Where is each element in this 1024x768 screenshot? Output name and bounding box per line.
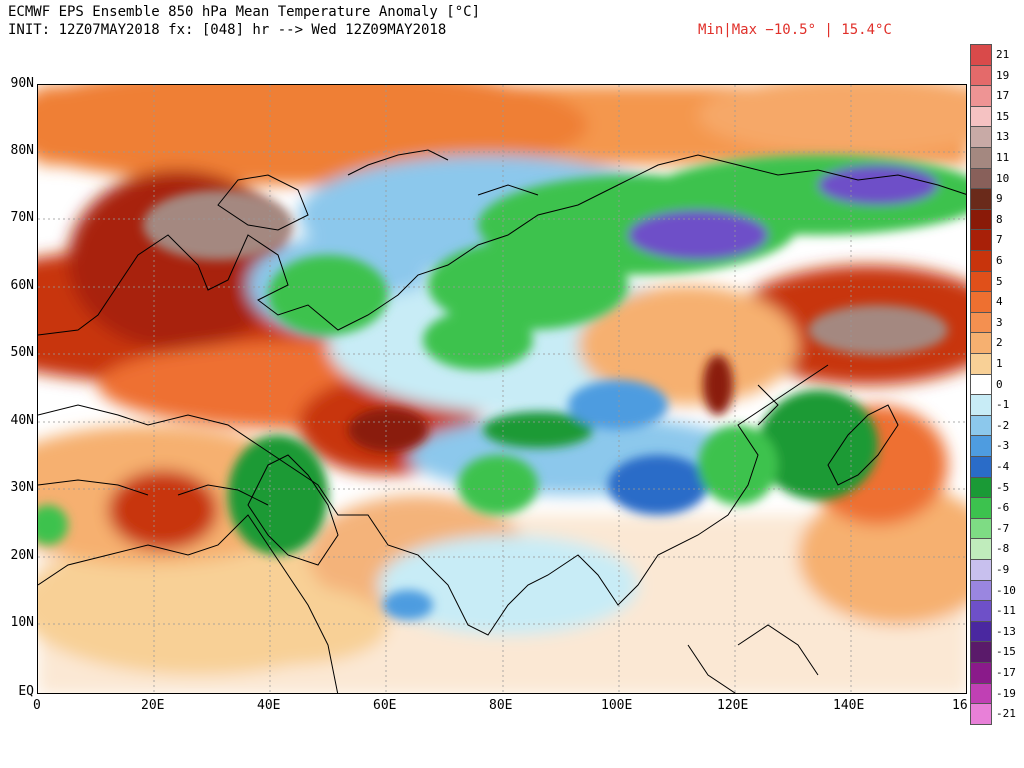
legend-label: 6 <box>996 254 1003 267</box>
legend-label: -4 <box>996 460 1010 473</box>
legend-label: -13 <box>996 624 1016 638</box>
lon-label: 120E <box>717 698 749 713</box>
init-forecast-line: INIT: 12Z07MAY2018 fx: [048] hr --> Wed … <box>8 22 447 38</box>
legend-swatch <box>970 517 992 540</box>
legend-label: 7 <box>996 233 1003 247</box>
legend-swatch <box>970 373 992 396</box>
legend-swatch <box>970 291 992 313</box>
legend-swatch <box>970 394 992 416</box>
legend-label: -17 <box>996 666 1016 679</box>
legend-swatch <box>970 188 992 210</box>
lat-label: 20N <box>10 548 34 563</box>
legend-label: 9 <box>996 192 1003 206</box>
legend-label: -1 <box>996 398 1010 412</box>
legend-swatch <box>970 85 992 107</box>
legend-label: -21 <box>996 707 1016 721</box>
legend-label: -6 <box>996 501 1010 515</box>
lon-label: 140E <box>833 698 865 713</box>
legend-swatch <box>970 64 992 87</box>
legend-swatch <box>970 497 992 519</box>
legend-swatch <box>970 579 992 602</box>
legend-label: -9 <box>996 563 1010 576</box>
legend-label: 13 <box>996 130 1010 144</box>
lon-label: 80E <box>489 698 513 713</box>
lon-label: 16 <box>952 698 968 713</box>
legend-swatch <box>970 250 992 272</box>
legend-swatch <box>970 456 992 478</box>
legend-label: -3 <box>996 439 1010 453</box>
lat-label: 70N <box>10 210 34 225</box>
legend-swatch <box>970 147 992 169</box>
legend-label: -10 <box>996 583 1016 597</box>
legend-label: -5 <box>996 480 1010 494</box>
anomaly-map-svg <box>38 85 966 693</box>
legend-label: -19 <box>996 686 1016 700</box>
map-title: ECMWF EPS Ensemble 850 hPa Mean Temperat… <box>8 4 481 20</box>
legend-label: 0 <box>996 377 1003 391</box>
legend-swatch <box>970 126 992 148</box>
legend-swatch <box>970 600 992 622</box>
legend-label: 8 <box>996 212 1003 226</box>
lat-label: 90N <box>10 76 34 91</box>
legend-label: -11 <box>996 604 1016 618</box>
legend-swatch <box>970 332 992 354</box>
legend-label: 10 <box>996 171 1010 185</box>
lon-label: 20E <box>141 698 165 713</box>
legend-label: 15 <box>996 109 1010 123</box>
legend-swatch <box>970 44 992 66</box>
legend-label: -15 <box>996 645 1016 659</box>
legend-swatch <box>970 208 992 231</box>
lat-label: 30N <box>10 480 34 495</box>
lat-label: 80N <box>10 143 34 158</box>
legend-swatch <box>970 414 992 437</box>
legend-swatch <box>970 311 992 334</box>
legend-swatch <box>970 105 992 128</box>
legend-swatch <box>970 229 992 251</box>
legend-swatch <box>970 270 992 293</box>
lon-label: 60E <box>373 698 397 713</box>
lat-label: 60N <box>10 278 34 293</box>
legend-label: 2 <box>996 336 1003 350</box>
legend-label: 21 <box>996 48 1010 61</box>
legend-label: 4 <box>996 295 1003 309</box>
legend-swatch <box>970 538 992 560</box>
lon-label: 0 <box>33 698 41 713</box>
lat-label: 40N <box>10 413 34 428</box>
lat-label: 10N <box>10 615 34 630</box>
legend-label: 17 <box>996 89 1010 103</box>
legend-label: -2 <box>996 418 1010 432</box>
legend-swatch <box>970 641 992 663</box>
legend-label: 1 <box>996 357 1003 370</box>
lat-label: EQ <box>18 684 34 699</box>
legend-swatch <box>970 662 992 684</box>
legend-swatch <box>970 682 992 705</box>
legend-swatch <box>970 703 992 725</box>
lon-label: 40E <box>257 698 281 713</box>
legend-label: 5 <box>996 274 1003 288</box>
legend-swatch <box>970 435 992 457</box>
legend-label: -8 <box>996 542 1010 556</box>
legend-label: 11 <box>996 151 1010 164</box>
lon-label: 100E <box>601 698 633 713</box>
min-max-readout: Min|Max −10.5° | 15.4°C <box>698 22 892 38</box>
legend-swatch <box>970 353 992 375</box>
legend-label: -7 <box>996 521 1010 535</box>
legend-label: 19 <box>996 68 1010 82</box>
legend-swatch <box>970 620 992 643</box>
legend-swatch <box>970 476 992 499</box>
legend-swatch <box>970 559 992 581</box>
legend-label: 3 <box>996 315 1003 329</box>
lat-label: 50N <box>10 345 34 360</box>
legend-swatch <box>970 167 992 190</box>
anomaly-map <box>37 84 967 694</box>
